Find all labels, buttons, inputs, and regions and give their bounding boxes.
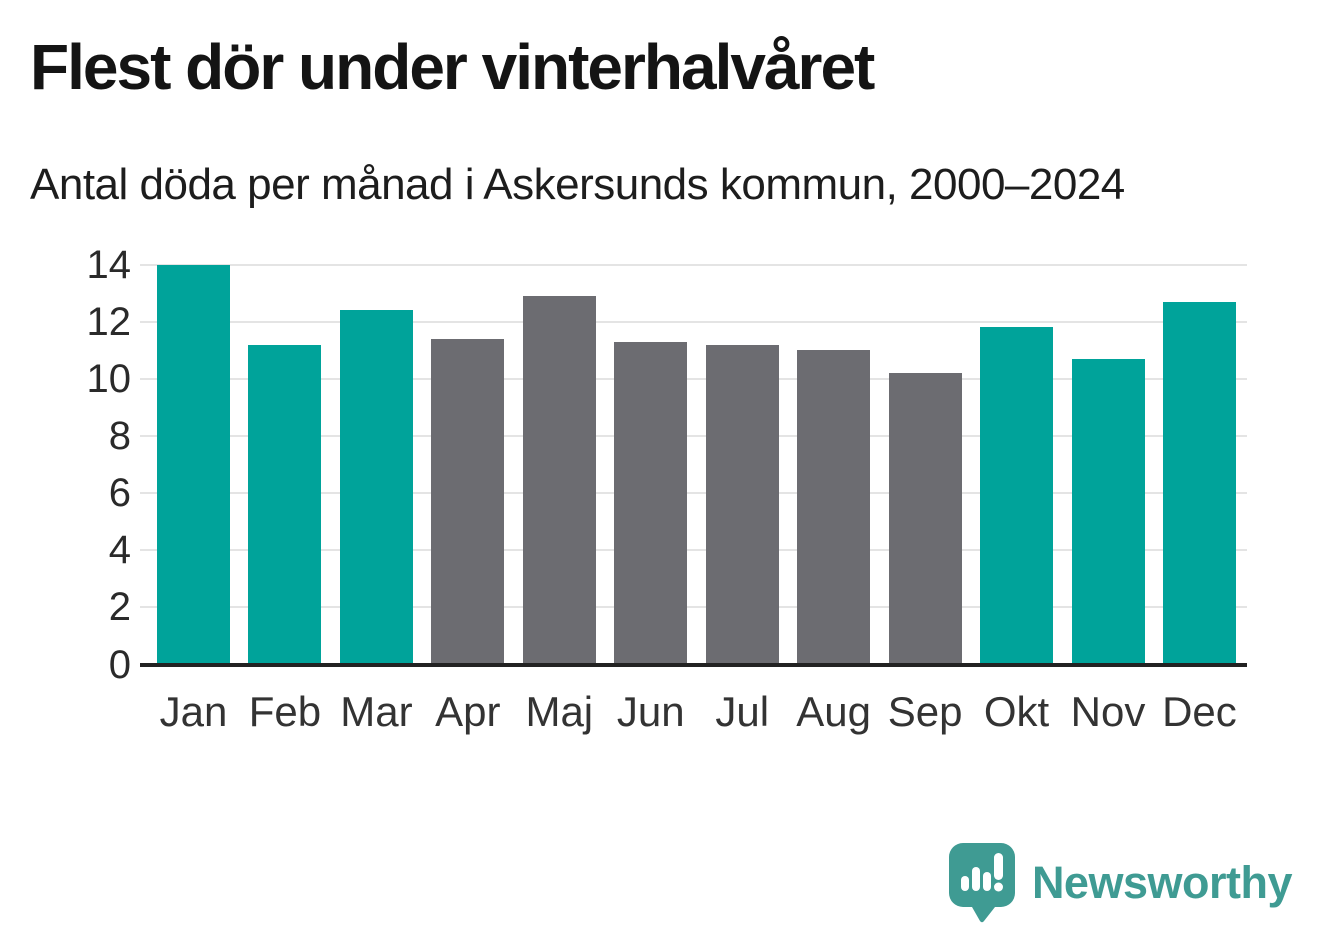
page-title: Flest dör under vinterhalvåret: [30, 31, 875, 103]
bar-maj: [522, 295, 596, 665]
bar-mar: [339, 310, 413, 665]
y-axis-label: 4: [108, 528, 131, 573]
brand-name: Newsworthy: [1031, 857, 1293, 908]
x-axis-label: Mar: [340, 688, 413, 735]
x-axis-label: Dec: [1162, 688, 1237, 735]
x-axis-label: Maj: [525, 688, 594, 735]
bar-okt: [980, 327, 1054, 665]
y-axis-label: 2: [108, 585, 131, 630]
x-axis-label: Sep: [887, 688, 963, 735]
newsworthy-logo: Newsworthy: [948, 843, 1293, 923]
bar-aug: [797, 350, 871, 665]
x-axis-label: Jun: [616, 688, 685, 735]
bar-nov: [1071, 358, 1145, 665]
bar-chart-speech-bubble-icon: [948, 843, 1015, 923]
y-axis-label: 14: [86, 242, 132, 287]
gridline: [140, 263, 1247, 266]
x-axis-label: Jul: [715, 688, 770, 735]
y-axis-label: 0: [108, 642, 131, 687]
gridline: [140, 320, 1247, 323]
bar-jul: [705, 344, 779, 665]
x-axis-label: Aug: [796, 688, 872, 735]
bar-jan: [157, 264, 230, 665]
x-axis-label: Apr: [435, 688, 501, 735]
y-axis-label: 8: [108, 413, 131, 458]
bar-apr: [431, 338, 505, 665]
bar-feb: [248, 344, 322, 665]
gridline: [140, 606, 1247, 609]
y-axis-label: 12: [86, 299, 132, 344]
gridline: [140, 549, 1247, 552]
y-axis-label: 6: [108, 471, 131, 516]
x-axis-label: Okt: [983, 688, 1050, 735]
x-axis-line: [140, 662, 1247, 667]
chart-subtitle: Antal döda per månad i Askersunds kommun…: [30, 160, 1125, 209]
x-axis-label: Feb: [248, 688, 322, 735]
gridline: [140, 492, 1247, 495]
x-axis-label: Nov: [1070, 688, 1146, 735]
bar-dec: [1162, 301, 1236, 665]
bar-sep: [888, 373, 962, 665]
y-axis-label: 10: [86, 356, 132, 401]
gridline: [140, 377, 1247, 380]
x-axis-label: Jan: [159, 688, 228, 735]
gridline: [140, 434, 1247, 437]
bar-jun: [614, 341, 688, 665]
